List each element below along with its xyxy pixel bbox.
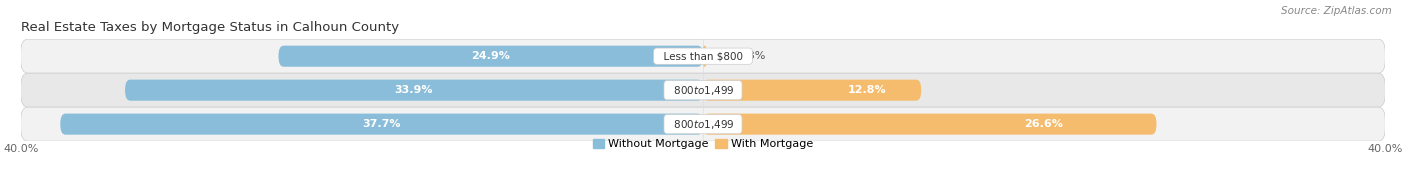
Text: $800 to $1,499: $800 to $1,499 bbox=[666, 118, 740, 131]
FancyBboxPatch shape bbox=[60, 114, 703, 135]
FancyBboxPatch shape bbox=[21, 107, 1385, 141]
FancyBboxPatch shape bbox=[21, 73, 1385, 107]
FancyBboxPatch shape bbox=[703, 46, 706, 67]
Text: 0.08%: 0.08% bbox=[730, 51, 765, 61]
FancyBboxPatch shape bbox=[278, 46, 703, 67]
Text: 37.7%: 37.7% bbox=[363, 119, 401, 129]
FancyBboxPatch shape bbox=[21, 39, 1385, 73]
FancyBboxPatch shape bbox=[703, 80, 921, 101]
Text: 26.6%: 26.6% bbox=[1024, 119, 1063, 129]
Text: $800 to $1,499: $800 to $1,499 bbox=[666, 84, 740, 97]
Text: Real Estate Taxes by Mortgage Status in Calhoun County: Real Estate Taxes by Mortgage Status in … bbox=[21, 21, 399, 34]
Text: Less than $800: Less than $800 bbox=[657, 51, 749, 61]
Text: 12.8%: 12.8% bbox=[848, 85, 886, 95]
Text: 24.9%: 24.9% bbox=[471, 51, 510, 61]
FancyBboxPatch shape bbox=[703, 114, 1157, 135]
Text: Source: ZipAtlas.com: Source: ZipAtlas.com bbox=[1281, 6, 1392, 16]
FancyBboxPatch shape bbox=[125, 80, 703, 101]
Text: 33.9%: 33.9% bbox=[395, 85, 433, 95]
Legend: Without Mortgage, With Mortgage: Without Mortgage, With Mortgage bbox=[588, 135, 818, 154]
